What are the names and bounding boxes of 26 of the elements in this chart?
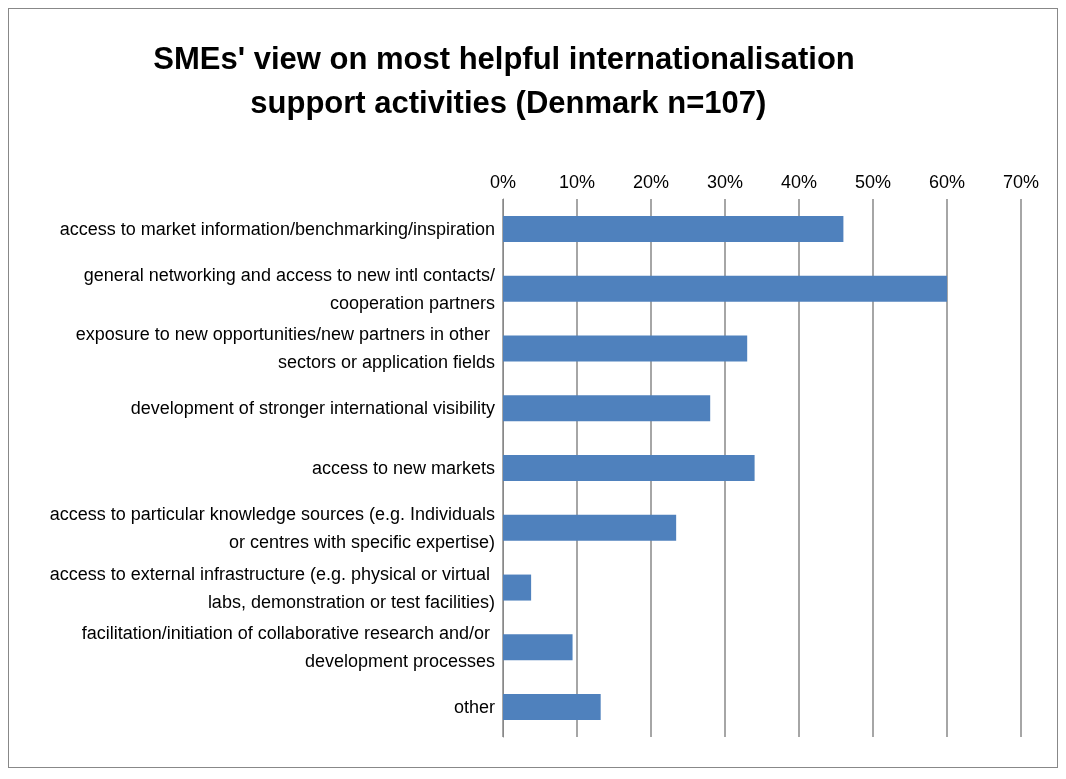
y-tick-label: development of stronger international visibility bbox=[130, 398, 495, 419]
bar bbox=[503, 455, 755, 481]
y-tick-label: exposure to new opportunities/new partners in other sectors or application fields bbox=[75, 324, 495, 373]
x-tick-label: 50% bbox=[854, 172, 892, 192]
bar bbox=[503, 215, 844, 242]
y-tick-label: access to external infrastructure (e.g. physical or virtual labs, demonstration or test facilities) bbox=[49, 563, 495, 612]
x-tick-label: 60% bbox=[928, 172, 966, 192]
y-tick-label: other bbox=[453, 697, 495, 718]
bar bbox=[503, 395, 711, 422]
chart-title: SMEs' view on most helpful internationalisation support activities (Denmark n=107) bbox=[153, 40, 855, 120]
bar bbox=[503, 514, 677, 541]
x-tick-label: 0% bbox=[489, 172, 517, 192]
x-tick-label: 30% bbox=[706, 172, 744, 192]
bar bbox=[503, 275, 947, 302]
y-tick-label: facilitation/initiation of collaborative research and/or development processes bbox=[81, 623, 495, 672]
x-tick-label: 10% bbox=[558, 172, 596, 192]
y-tick-label: access to new markets bbox=[311, 458, 495, 478]
x-tick-label: 70% bbox=[1002, 172, 1040, 192]
bar bbox=[503, 694, 601, 721]
y-tick-label: access to market information/benchmarking/inspiration bbox=[59, 218, 495, 239]
x-tick-label: 20% bbox=[632, 172, 670, 192]
bar bbox=[503, 634, 573, 661]
x-tick-label: 40% bbox=[780, 172, 818, 192]
bar bbox=[503, 335, 748, 362]
bar bbox=[503, 574, 532, 601]
y-tick-label: access to particular knowledge sources (e.g. Individuals or centres with specific expertise) bbox=[49, 503, 495, 552]
